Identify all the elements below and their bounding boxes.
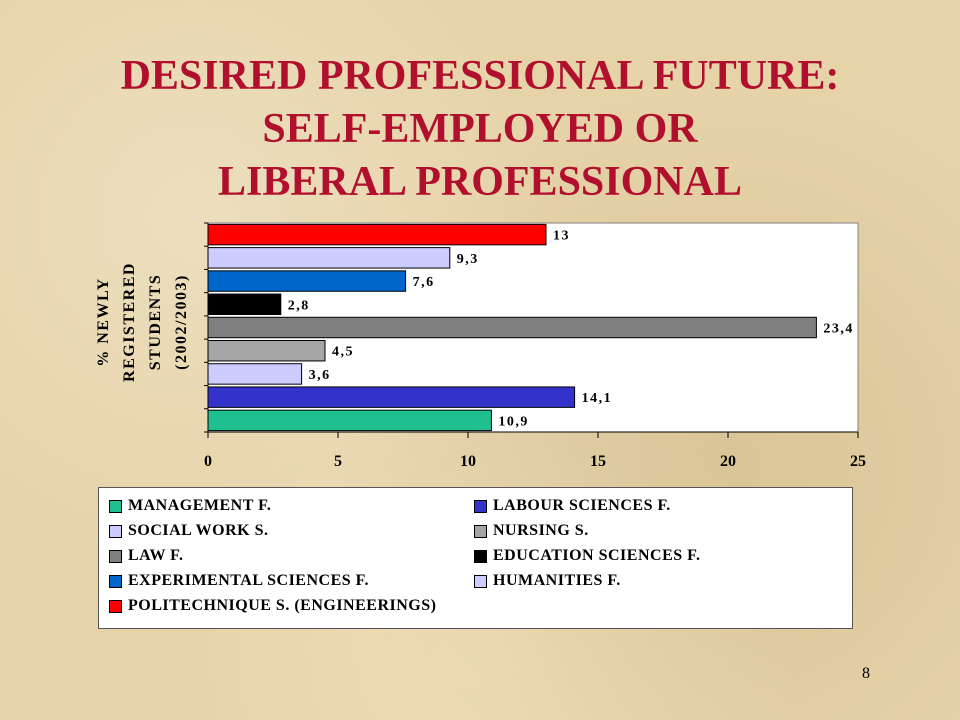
- bar-1: [207, 409, 492, 432]
- legend-swatch: [109, 574, 122, 588]
- data-label-2: 14,1: [582, 391, 613, 406]
- title-line-1: DESIRED PROFESSIONAL FUTURE:: [120, 53, 840, 99]
- data-label-7: 7,6: [413, 275, 435, 290]
- title-line-2: SELF-EMPLOYED OR: [262, 106, 698, 152]
- legend-swatch: [109, 499, 122, 513]
- legend-label: LABOUR SCIENCES F.: [493, 497, 671, 514]
- legend-item-7: EXPERIMENTAL SCIENCES F.: [109, 571, 369, 591]
- y-axis-label-line-1: % NEWLY: [95, 277, 112, 366]
- legend-swatch: [109, 524, 122, 538]
- legend-label: POLITECHNIQUE S. (ENGINEERINGS): [128, 597, 437, 614]
- x-tick-label-3: 15: [590, 453, 606, 470]
- bar-3: [207, 363, 303, 385]
- data-label-8: 9,3: [457, 252, 479, 267]
- y-axis-label: % NEWLY REGISTERED STUDENTS (2002/2003): [95, 262, 190, 382]
- legend-label: NURSING S.: [493, 522, 589, 539]
- title-line-3: LIBERAL PROFESSIONAL: [218, 159, 742, 205]
- x-tick-label-4: 20: [720, 453, 736, 470]
- data-label-9: 13: [553, 229, 570, 244]
- y-axis-label-line-2: REGISTERED: [121, 262, 138, 382]
- legend-label: HUMANITIES F.: [493, 572, 621, 589]
- legend-item-2: LABOUR SCIENCES F.: [474, 496, 671, 516]
- legend-item-6: EDUCATION SCIENCES F.: [474, 546, 700, 566]
- y-axis-label-line-4: (2002/2003): [173, 274, 190, 370]
- bar-8: [207, 247, 451, 269]
- data-label-5: 23,4: [823, 322, 854, 337]
- legend-swatch: [109, 549, 122, 563]
- legend-item-5: LAW F.: [109, 546, 183, 566]
- x-tick-label-0: 0: [204, 453, 212, 470]
- legend-label: MANAGEMENT F.: [128, 497, 272, 514]
- data-label-6: 2,8: [288, 298, 310, 313]
- legend-swatch: [474, 574, 487, 588]
- bar-5: [207, 316, 817, 339]
- legend-item-8: HUMANITIES F.: [474, 571, 621, 591]
- bar-7: [207, 270, 407, 292]
- x-tick-label-2: 10: [460, 453, 476, 470]
- legend-swatch: [474, 549, 487, 563]
- page-number: 8: [862, 665, 870, 682]
- bar-2: [207, 386, 576, 408]
- legend-label: EXPERIMENTAL SCIENCES F.: [128, 572, 369, 589]
- legend-item-9: POLITECHNIQUE S. (ENGINEERINGS): [109, 596, 436, 616]
- bar-4: [207, 340, 326, 362]
- y-axis-label-line-3: STUDENTS: [147, 274, 164, 370]
- legend-swatch: [109, 599, 122, 613]
- x-tick-label-1: 5: [334, 453, 342, 470]
- legend-item-1: MANAGEMENT F.: [109, 496, 271, 516]
- bar-6: [207, 293, 282, 315]
- slide-title: DESIRED PROFESSIONAL FUTURE: SELF-EMPLOY…: [0, 50, 960, 209]
- data-label-4: 4,5: [332, 345, 354, 360]
- chart-legend: MANAGEMENT F. LABOUR SCIENCES F. SOCIAL WO…: [98, 487, 853, 629]
- legend-swatch: [474, 524, 487, 538]
- bar-9: [207, 223, 547, 246]
- legend-label: SOCIAL WORK S.: [128, 522, 269, 539]
- legend-item-3: SOCIAL WORK S.: [109, 521, 269, 541]
- bar-chart: 10,9 14,1 3,64,5 23,4 2,8 7,6 9,3 13 0 5 10 15 20 25%…: [95, 222, 866, 470]
- data-label-1: 10,9: [498, 414, 529, 429]
- x-tick-label-5: 25: [850, 453, 866, 470]
- data-label-3: 3,6: [309, 368, 331, 383]
- legend-item-4: NURSING S.: [474, 521, 589, 541]
- legend-swatch: [474, 499, 487, 513]
- legend-label: LAW F.: [128, 547, 184, 564]
- legend-label: EDUCATION SCIENCES F.: [493, 547, 701, 564]
